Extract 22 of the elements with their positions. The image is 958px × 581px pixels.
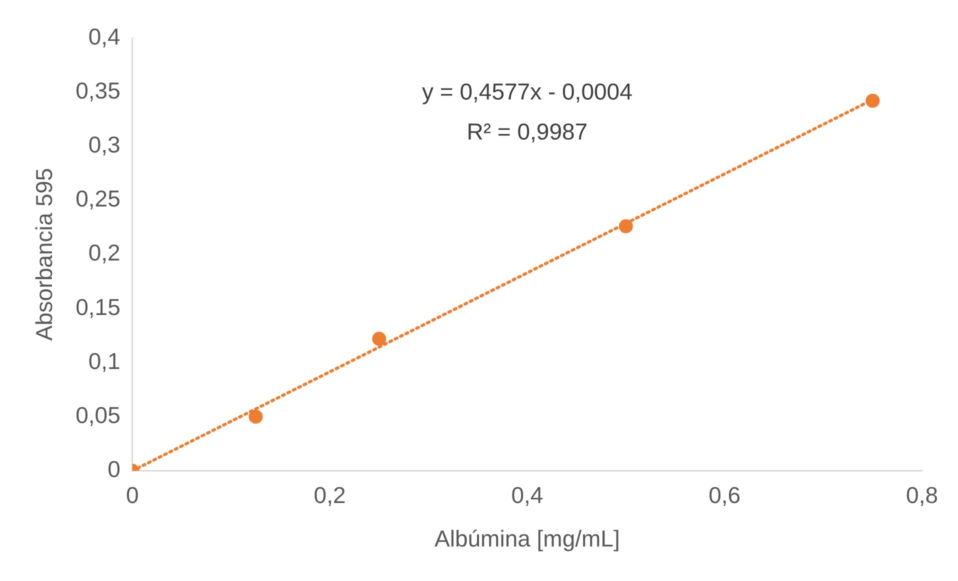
annotation: y = 0,4577x - 0,0004 bbox=[422, 78, 633, 104]
point bbox=[618, 219, 633, 234]
x-tick-label: 0,8 bbox=[906, 482, 938, 508]
y-tick-label: 0,2 bbox=[88, 240, 120, 266]
y-tick-label: 0,3 bbox=[88, 132, 120, 158]
y-tick-label: 0 bbox=[108, 456, 120, 482]
annotation: R² = 0,9987 bbox=[466, 118, 588, 144]
y-tick-label: 0,4 bbox=[88, 23, 121, 50]
point bbox=[248, 410, 263, 424]
point bbox=[372, 332, 386, 346]
x-axis-title: Albúmina [mg/mL] bbox=[434, 526, 620, 552]
point bbox=[866, 94, 880, 108]
y-tick-label: 0,1 bbox=[88, 348, 120, 374]
y-tick-label: 0,15 bbox=[76, 294, 120, 320]
x-tick-label: 0,4 bbox=[511, 482, 544, 508]
y-axis-title: Absorbancia 595 bbox=[31, 168, 58, 341]
y-tick-label: 0,35 bbox=[76, 77, 120, 104]
x-tick-label: 0 bbox=[126, 482, 139, 508]
x-tick-label: 0,6 bbox=[708, 482, 741, 508]
x-tick-label: 0,2 bbox=[314, 482, 346, 508]
y-tick-label: 0,25 bbox=[76, 186, 120, 212]
y-tick-label: 0,05 bbox=[76, 402, 120, 428]
